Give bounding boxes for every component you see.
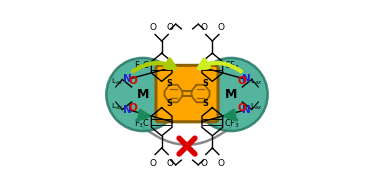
Text: O: O	[128, 103, 137, 113]
Text: L$_{ax}$: L$_{ax}$	[111, 102, 124, 112]
Text: M: M	[225, 88, 237, 101]
Circle shape	[194, 58, 268, 131]
Text: O: O	[128, 76, 137, 86]
Text: CF$_3$: CF$_3$	[224, 117, 240, 130]
Text: L$_{ax}$: L$_{ax}$	[111, 77, 124, 87]
Text: S: S	[202, 79, 208, 88]
Text: O: O	[200, 159, 208, 168]
Text: O: O	[200, 23, 208, 32]
Text: O: O	[150, 23, 157, 32]
Text: O: O	[237, 103, 246, 113]
Text: F$_3$C: F$_3$C	[134, 117, 150, 130]
Text: L$_{ax}$: L$_{ax}$	[250, 102, 263, 112]
FancyBboxPatch shape	[156, 65, 218, 122]
Text: N: N	[242, 105, 251, 115]
Text: M: M	[137, 88, 149, 101]
Text: O: O	[217, 23, 224, 32]
Text: S: S	[166, 99, 172, 108]
Text: O: O	[150, 159, 157, 168]
Circle shape	[106, 58, 180, 131]
Text: S: S	[166, 79, 172, 88]
Text: O: O	[237, 76, 246, 86]
Text: O: O	[166, 159, 174, 168]
Text: F$_3$C: F$_3$C	[134, 59, 150, 72]
Text: CF$_3$: CF$_3$	[224, 59, 240, 72]
Text: L$_{ax}$: L$_{ax}$	[250, 77, 263, 87]
Text: O: O	[217, 159, 224, 168]
Text: N: N	[242, 74, 251, 84]
Text: N: N	[123, 74, 132, 84]
Text: N: N	[123, 105, 132, 115]
Text: O: O	[166, 23, 174, 32]
Text: S: S	[202, 99, 208, 108]
